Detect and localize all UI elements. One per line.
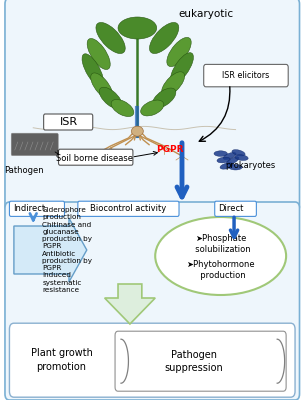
Text: prokaryotes: prokaryotes <box>225 162 275 170</box>
Ellipse shape <box>118 17 157 39</box>
Ellipse shape <box>223 152 236 160</box>
Text: Direct: Direct <box>219 204 244 213</box>
Text: ➤Phytohormone
  production: ➤Phytohormone production <box>186 260 255 280</box>
Text: eukaryotic: eukaryotic <box>178 9 233 19</box>
Ellipse shape <box>132 126 143 136</box>
Ellipse shape <box>155 217 286 295</box>
FancyBboxPatch shape <box>5 0 299 212</box>
FancyBboxPatch shape <box>9 201 64 216</box>
Ellipse shape <box>214 151 227 156</box>
Text: Pathogen: Pathogen <box>5 166 44 174</box>
Text: Soil borne disease: Soil borne disease <box>56 154 133 163</box>
Ellipse shape <box>150 22 179 54</box>
FancyBboxPatch shape <box>58 149 133 165</box>
Text: Indirect: Indirect <box>13 204 45 213</box>
Text: ISR elicitors: ISR elicitors <box>222 71 270 80</box>
Ellipse shape <box>99 87 122 109</box>
FancyBboxPatch shape <box>204 64 288 87</box>
Polygon shape <box>14 218 87 282</box>
Ellipse shape <box>229 164 242 170</box>
Ellipse shape <box>162 72 185 96</box>
FancyBboxPatch shape <box>115 331 286 391</box>
Ellipse shape <box>167 38 191 66</box>
Text: ISR: ISR <box>60 117 78 127</box>
Text: ➤Phosphate
  solubilization: ➤Phosphate solubilization <box>190 234 251 254</box>
Ellipse shape <box>232 150 245 156</box>
Text: Pathogen
suppression: Pathogen suppression <box>165 350 223 373</box>
Ellipse shape <box>235 155 248 160</box>
Text: Plant growth
promotion: Plant growth promotion <box>31 348 92 372</box>
FancyBboxPatch shape <box>9 323 295 397</box>
Ellipse shape <box>220 163 233 169</box>
FancyBboxPatch shape <box>11 133 58 156</box>
Ellipse shape <box>171 53 194 83</box>
Text: Siderophore
production
Chitinase and
glucanase
production by
PGPR
Antibiotic
pro: Siderophore production Chitinase and glu… <box>42 207 92 293</box>
Ellipse shape <box>217 157 230 163</box>
FancyBboxPatch shape <box>78 201 179 216</box>
Ellipse shape <box>96 22 125 54</box>
Ellipse shape <box>91 73 113 99</box>
FancyBboxPatch shape <box>44 114 93 130</box>
FancyBboxPatch shape <box>215 201 256 216</box>
Text: PGPR: PGPR <box>156 146 184 154</box>
Polygon shape <box>105 284 155 324</box>
Ellipse shape <box>226 157 239 165</box>
FancyBboxPatch shape <box>5 202 299 400</box>
Ellipse shape <box>87 38 110 70</box>
Ellipse shape <box>141 100 164 116</box>
Text: Biocontrol activity: Biocontrol activity <box>90 204 166 213</box>
Ellipse shape <box>82 54 104 86</box>
Ellipse shape <box>111 100 134 116</box>
Ellipse shape <box>152 88 176 108</box>
